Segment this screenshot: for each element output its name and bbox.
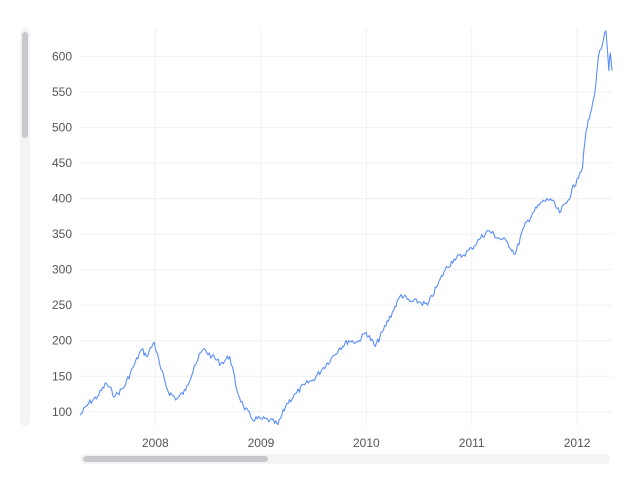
y-tick-label: 300 — [52, 263, 72, 277]
y-tick-label: 450 — [52, 156, 72, 170]
x-tick-label: 2008 — [142, 436, 169, 450]
y-axis-ticks: 100 150 200 250 300 350 400 450 500 550 600 — [52, 49, 72, 418]
x-tick-label: 2011 — [459, 436, 485, 450]
horizontal-scrollbar[interactable] — [80, 454, 610, 464]
y-tick-label: 600 — [52, 49, 72, 63]
vertical-scrollbar-thumb[interactable] — [22, 32, 28, 138]
y-tick-label: 250 — [52, 298, 72, 312]
price-series-line — [80, 31, 612, 425]
y-tick-label: 200 — [52, 334, 72, 348]
y-tick-label: 500 — [52, 121, 72, 135]
y-tick-label: 100 — [52, 405, 72, 419]
vertical-scrollbar[interactable] — [20, 28, 30, 426]
x-tick-label: 2010 — [353, 436, 380, 450]
x-tick-label: 2012 — [564, 436, 591, 450]
y-tick-label: 350 — [52, 227, 72, 241]
y-tick-label: 150 — [52, 369, 72, 383]
y-tick-label: 400 — [52, 192, 72, 206]
horizontal-scrollbar-thumb[interactable] — [83, 456, 268, 462]
x-axis-ticks: 2008 2009 2010 2011 2012 — [142, 436, 591, 450]
x-tick-label: 2009 — [248, 436, 275, 450]
y-tick-label: 550 — [52, 85, 72, 99]
